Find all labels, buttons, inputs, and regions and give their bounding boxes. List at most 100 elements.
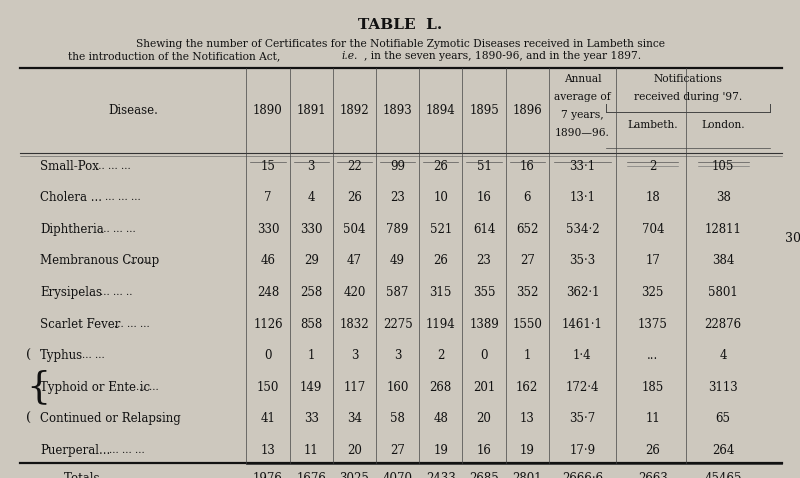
Text: ... ... ...: ... ... ... [105, 194, 140, 202]
Text: 1676: 1676 [296, 471, 326, 478]
Text: 420: 420 [343, 286, 366, 299]
Text: 33: 33 [304, 412, 318, 425]
Text: Puerperal...: Puerperal... [40, 444, 110, 457]
Text: Erysipelas: Erysipelas [40, 286, 102, 299]
Text: 652: 652 [516, 223, 538, 236]
Text: 51: 51 [477, 160, 491, 173]
Text: 160: 160 [386, 380, 409, 394]
Text: 1895: 1895 [469, 104, 499, 117]
Text: 149: 149 [300, 380, 322, 394]
Text: 1194: 1194 [426, 317, 456, 331]
Text: 704: 704 [642, 223, 664, 236]
Text: ... ...: ... ... [82, 351, 105, 360]
Text: average of: average of [554, 92, 610, 102]
Text: 13: 13 [520, 412, 534, 425]
Text: 587: 587 [386, 286, 409, 299]
Text: 34: 34 [347, 412, 362, 425]
Text: 45465: 45465 [705, 471, 742, 478]
Text: Annual: Annual [563, 74, 602, 84]
Text: 22: 22 [347, 160, 362, 173]
Text: 1891: 1891 [296, 104, 326, 117]
Text: 1896: 1896 [512, 104, 542, 117]
Text: 20: 20 [477, 412, 491, 425]
Text: Membranous Croup: Membranous Croup [40, 254, 159, 268]
Text: 2685: 2685 [469, 471, 499, 478]
Text: 99: 99 [390, 160, 405, 173]
Text: 534·2: 534·2 [566, 223, 599, 236]
Text: 258: 258 [300, 286, 322, 299]
Text: 13: 13 [261, 444, 275, 457]
Text: Cholera ...: Cholera ... [40, 191, 102, 205]
Text: 29: 29 [304, 254, 318, 268]
Text: 4: 4 [719, 349, 727, 362]
Text: 17: 17 [646, 254, 660, 268]
Text: 1976: 1976 [253, 471, 283, 478]
Text: 614: 614 [473, 223, 495, 236]
Text: ...: ... [138, 474, 148, 478]
Text: 352: 352 [516, 286, 538, 299]
Text: 7 years,: 7 years, [561, 110, 604, 120]
Text: ...: ... [164, 474, 174, 478]
Text: 20: 20 [347, 444, 362, 457]
Text: 35·7: 35·7 [570, 412, 595, 425]
Text: Diphtheria: Diphtheria [40, 223, 104, 236]
Text: Totals ...: Totals ... [64, 471, 114, 478]
Text: 7: 7 [264, 191, 272, 205]
Text: the introduction of the Notification Act,: the introduction of the Notification Act… [68, 51, 284, 61]
Text: 47: 47 [347, 254, 362, 268]
Text: 330: 330 [300, 223, 322, 236]
Text: 15: 15 [261, 160, 275, 173]
Text: 22876: 22876 [705, 317, 742, 331]
Text: 19: 19 [520, 444, 534, 457]
Text: 46: 46 [261, 254, 275, 268]
Text: 41: 41 [261, 412, 275, 425]
Text: 23: 23 [477, 254, 491, 268]
Text: 521: 521 [430, 223, 452, 236]
Text: 264: 264 [712, 444, 734, 457]
Text: i.e.: i.e. [342, 51, 358, 61]
Text: 12811: 12811 [705, 223, 742, 236]
Text: TABLE  L.: TABLE L. [358, 18, 442, 32]
Text: 2666·6: 2666·6 [562, 471, 603, 478]
Text: 49: 49 [390, 254, 405, 268]
Text: 2801: 2801 [512, 471, 542, 478]
Text: 2663: 2663 [638, 471, 668, 478]
Text: 150: 150 [257, 380, 279, 394]
Text: 1832: 1832 [339, 317, 370, 331]
Text: 1375: 1375 [638, 317, 668, 331]
Text: 2433: 2433 [426, 471, 456, 478]
Text: 3025: 3025 [339, 471, 370, 478]
Text: 16: 16 [520, 160, 534, 173]
Text: ... ... ...: ... ... ... [95, 162, 131, 171]
Text: ..: .. [190, 474, 196, 478]
Text: 789: 789 [386, 223, 409, 236]
Text: 35·3: 35·3 [570, 254, 595, 268]
Text: 13·1: 13·1 [570, 191, 595, 205]
Text: 1894: 1894 [426, 104, 456, 117]
Text: 362·1: 362·1 [566, 286, 599, 299]
Text: 2: 2 [649, 160, 657, 173]
Text: 172·4: 172·4 [566, 380, 599, 394]
Text: 0: 0 [480, 349, 488, 362]
Text: ... ... ...: ... ... ... [100, 225, 136, 234]
Text: 1890: 1890 [253, 104, 283, 117]
Text: 19: 19 [434, 444, 448, 457]
Text: 58: 58 [390, 412, 405, 425]
Text: received during '97.: received during '97. [634, 92, 742, 102]
Text: 268: 268 [430, 380, 452, 394]
Text: 3: 3 [350, 349, 358, 362]
Text: 27: 27 [520, 254, 534, 268]
Text: 0: 0 [264, 349, 272, 362]
Text: 858: 858 [300, 317, 322, 331]
Text: Typhus: Typhus [40, 349, 83, 362]
Text: 3: 3 [394, 349, 402, 362]
Text: 117: 117 [343, 380, 366, 394]
Text: ... ...: ... ... [127, 257, 150, 265]
Text: 27: 27 [390, 444, 405, 457]
Text: 17·9: 17·9 [570, 444, 595, 457]
Text: 26: 26 [646, 444, 660, 457]
Text: Small-Pox: Small-Pox [40, 160, 99, 173]
Text: ... ... ...: ... ... ... [114, 320, 150, 328]
Text: 1: 1 [523, 349, 531, 362]
Text: 162: 162 [516, 380, 538, 394]
